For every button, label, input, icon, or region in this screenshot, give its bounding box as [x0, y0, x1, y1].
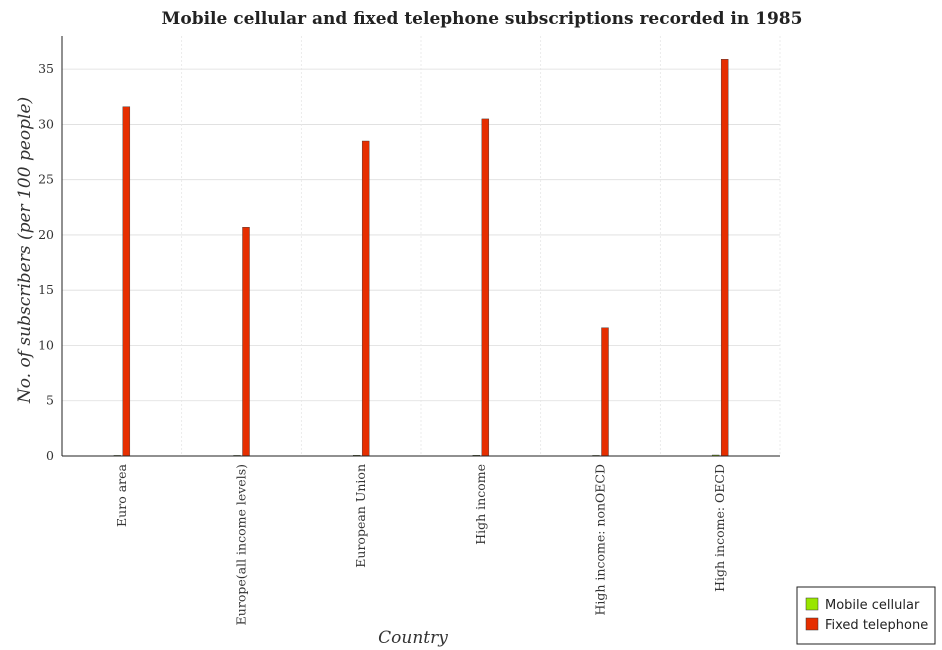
fixed-telephone-bar [361, 140, 370, 457]
legend-swatch [805, 597, 819, 611]
y-tick-labels: 0 5 10 15 20 25 30 35 [38, 61, 54, 463]
y-tick-label: 25 [38, 172, 54, 187]
fixed-telephone-bar [242, 227, 250, 457]
legend: Mobile cellular Fixed telephone [796, 586, 936, 645]
x-tick-label: High income [473, 464, 488, 545]
fixed-telephone-bar [601, 327, 609, 457]
legend-label: Fixed telephone [825, 618, 928, 633]
x-tick-label: Euro area [114, 463, 129, 526]
fixed-telephone-bar [481, 118, 490, 457]
y-tick-label: 10 [38, 337, 54, 352]
y-axis-label: No. of subscribers (per 100 people) [15, 97, 35, 404]
axes [61, 36, 780, 457]
x-tick-label: Europe(all income levels) [234, 464, 249, 625]
y-tick-label: 20 [38, 227, 54, 242]
legend-swatch [805, 617, 819, 631]
y-tick-label: 5 [46, 393, 54, 408]
x-axis-label: Country [378, 628, 448, 648]
fixed-telephone-bar [122, 106, 131, 457]
y-tick-label: 0 [46, 448, 54, 463]
x-tick-label: European Union [353, 464, 368, 568]
fixed-telephone-bar [720, 59, 729, 457]
y-tick-label: 35 [38, 61, 54, 76]
bars [113, 59, 729, 457]
y-tick-label: 15 [38, 282, 54, 297]
legend-label: Mobile cellular [825, 598, 920, 613]
chart-title: Mobile cellular and fixed telephone subs… [162, 9, 803, 29]
y-tick-label: 30 [38, 116, 54, 131]
x-tick-label: High income: nonOECD [593, 464, 608, 616]
x-tick-label: High income: OECD [712, 464, 727, 592]
x-tick-labels: Euro area Europe(all income levels) Europe… [114, 463, 727, 625]
grid-lines [61, 36, 781, 457]
legend-box [796, 586, 936, 645]
